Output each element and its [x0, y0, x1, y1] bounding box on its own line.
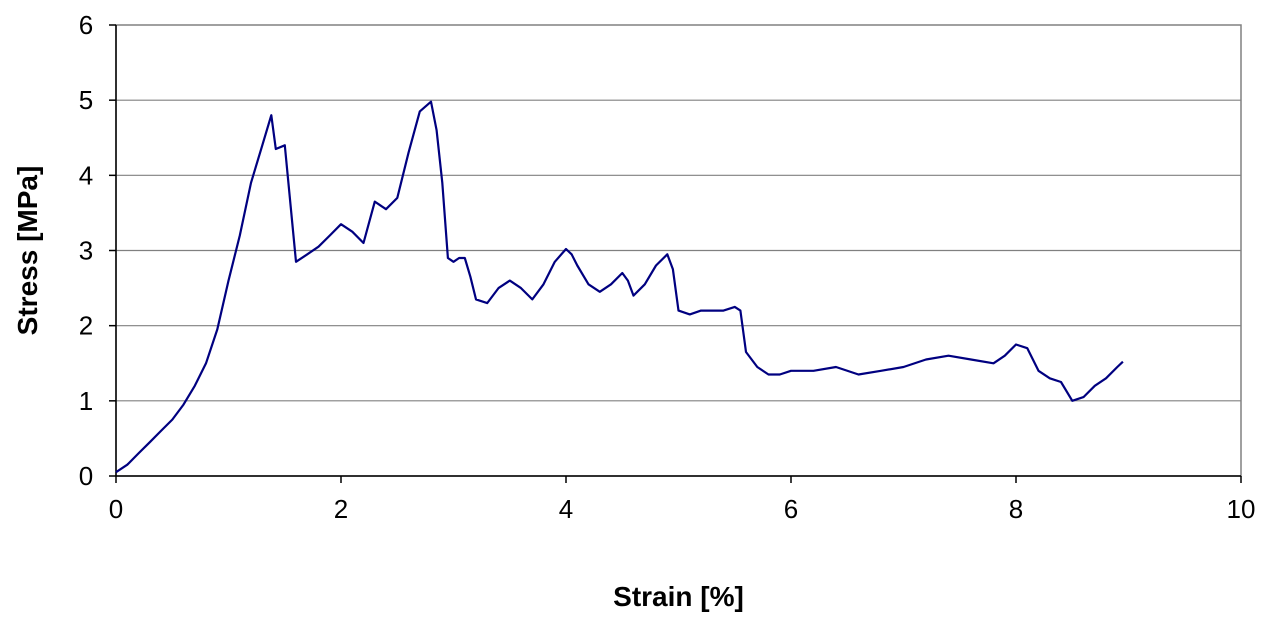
x-axis-title: Strain [%] — [613, 581, 744, 612]
x-tick-label-8: 8 — [1009, 494, 1023, 524]
x-axis-ticks: 0 2 4 6 8 10 — [109, 476, 1256, 524]
x-tick-label-6: 6 — [784, 494, 798, 524]
y-axis-ticks: 0 1 2 3 4 5 6 — [79, 10, 116, 491]
y-tick-label-5: 5 — [79, 85, 93, 115]
y-tick-label-1: 1 — [79, 386, 93, 416]
y-tick-label-6: 6 — [79, 10, 93, 40]
x-tick-label-10: 10 — [1227, 494, 1256, 524]
y-tick-label-3: 3 — [79, 236, 93, 266]
y-tick-label-2: 2 — [79, 311, 93, 341]
x-tick-label-2: 2 — [334, 494, 348, 524]
y-tick-label-0: 0 — [79, 461, 93, 491]
x-tick-label-4: 4 — [559, 494, 573, 524]
horizontal-gridlines — [116, 99, 1241, 402]
stress-strain-line — [115, 100, 1124, 474]
y-tick-label-4: 4 — [79, 160, 93, 190]
y-axis-title: Stress [MPa] — [12, 166, 43, 336]
x-tick-label-0: 0 — [109, 494, 123, 524]
